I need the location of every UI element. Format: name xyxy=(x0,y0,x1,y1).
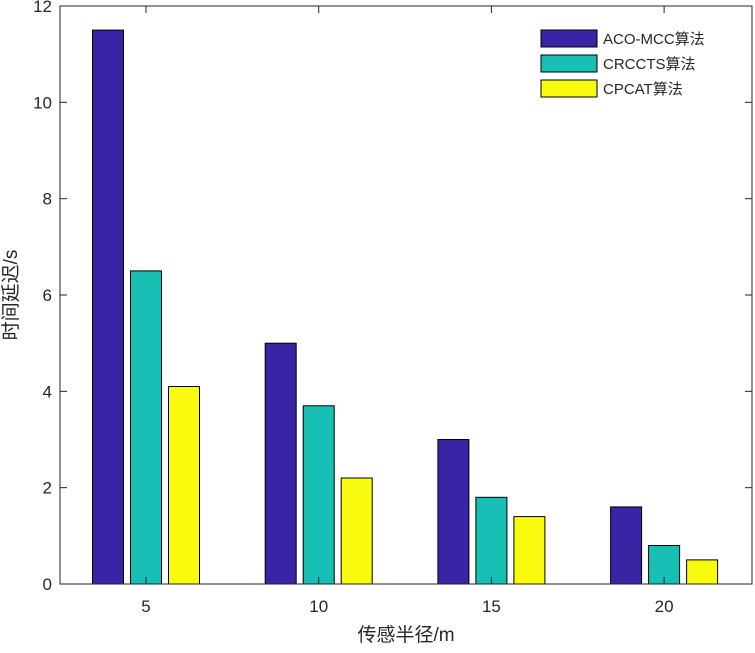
x-axis-label: 传感半径/m xyxy=(357,624,454,646)
bar-crccts-5 xyxy=(130,270,162,585)
y-axis: 0 2 4 6 8 10 12 xyxy=(33,0,752,594)
bar-crccts-15 xyxy=(475,496,508,585)
x-tick-label: 5 xyxy=(141,597,150,616)
bar-aco-mcc-10 xyxy=(264,342,297,585)
bar-aco-mcc-5 xyxy=(92,29,124,585)
bar-cpcat-10 xyxy=(340,477,373,585)
x-tick-label: 10 xyxy=(309,597,328,616)
y-axis-label: 时间延迟/s xyxy=(0,250,22,341)
y-tick-label: 10 xyxy=(33,93,52,112)
bar-cpcat-5 xyxy=(168,386,200,585)
bar-cpcat-20 xyxy=(686,559,719,585)
legend-label-crccts: CRCCTS算法 xyxy=(603,55,696,73)
legend-swatch-crccts xyxy=(540,54,598,73)
bar-aco-mcc-20 xyxy=(610,506,643,585)
bar-crccts-10 xyxy=(302,405,335,585)
y-tick-label: 2 xyxy=(43,479,52,498)
x-tick-label: 15 xyxy=(482,597,501,616)
legend-label-cpcat: CPCAT算法 xyxy=(603,80,683,98)
y-tick-label: 12 xyxy=(33,0,52,16)
y-tick-label: 6 xyxy=(43,286,52,305)
x-tick-label: 20 xyxy=(655,597,674,616)
bar-aco-mcc-15 xyxy=(437,439,470,585)
y-tick-label: 4 xyxy=(43,382,52,401)
y-tick-label: 0 xyxy=(43,575,52,594)
legend-label-aco-mcc: ACO-MCC算法 xyxy=(603,30,705,48)
legend: ACO-MCC算法 CRCCTS算法 CPCAT算法 xyxy=(532,23,730,103)
legend-swatch-aco-mcc xyxy=(540,29,598,48)
bars-layer xyxy=(92,29,719,585)
legend-swatch-cpcat xyxy=(540,79,598,98)
y-tick-label: 8 xyxy=(43,190,52,209)
bar-cpcat-15 xyxy=(513,516,546,585)
x-axis: 5 10 15 20 xyxy=(141,6,674,616)
